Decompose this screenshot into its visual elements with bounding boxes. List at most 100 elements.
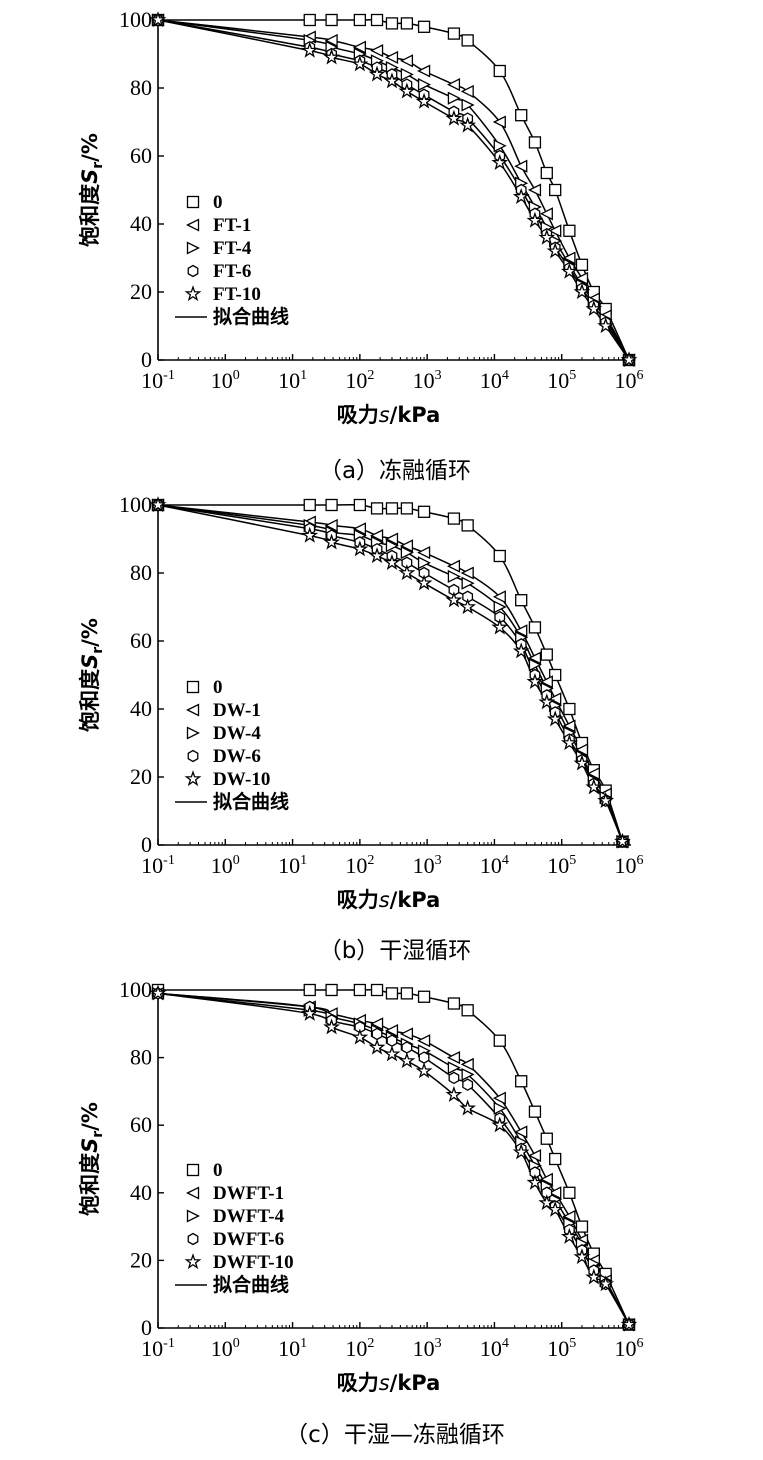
data-point bbox=[461, 519, 474, 532]
data-point bbox=[371, 1027, 383, 1041]
x-tick-label: 104 bbox=[480, 853, 509, 878]
data-point bbox=[399, 1027, 414, 1041]
y-tick-label: 0 bbox=[141, 347, 152, 372]
legend-label: 拟合曲线 bbox=[213, 1273, 289, 1296]
data-point bbox=[447, 569, 461, 583]
data-point bbox=[352, 522, 367, 536]
data-point bbox=[323, 48, 341, 65]
legend-marker bbox=[186, 1186, 200, 1200]
data-point bbox=[398, 1052, 416, 1069]
legend-marker bbox=[184, 285, 202, 302]
x-tick-label: 10-1 bbox=[141, 368, 175, 393]
data-point bbox=[400, 67, 414, 81]
data-point bbox=[415, 92, 433, 109]
data-point bbox=[370, 502, 384, 515]
data-point bbox=[575, 1220, 589, 1233]
legend-marker bbox=[187, 264, 199, 278]
data-point bbox=[417, 78, 432, 92]
data-point bbox=[597, 1275, 615, 1292]
legend-marker bbox=[186, 1209, 200, 1223]
y-tick-label: 60 bbox=[130, 1112, 152, 1137]
data-point bbox=[585, 778, 603, 795]
data-point bbox=[446, 559, 461, 573]
data-point bbox=[400, 17, 414, 30]
data-point bbox=[417, 20, 431, 33]
data-point bbox=[447, 997, 461, 1010]
legend-marker bbox=[184, 1253, 202, 1270]
legend-label: 0 bbox=[213, 677, 223, 698]
data-point bbox=[538, 1194, 556, 1211]
legend-label: DW-10 bbox=[213, 769, 270, 790]
data-point bbox=[563, 1186, 576, 1199]
data-point bbox=[491, 618, 509, 635]
y-tick-label: 60 bbox=[130, 628, 152, 653]
legend-label: DW-1 bbox=[213, 700, 261, 721]
data-point bbox=[447, 27, 461, 40]
data-point bbox=[385, 539, 399, 553]
data-point bbox=[445, 1085, 463, 1102]
legend-marker bbox=[186, 195, 200, 209]
data-point bbox=[493, 64, 506, 78]
data-point bbox=[385, 532, 399, 546]
data-point bbox=[538, 693, 556, 710]
data-point bbox=[385, 987, 399, 1000]
data-point bbox=[548, 1186, 562, 1200]
x-axis-label: 吸力s/kPa bbox=[337, 403, 441, 427]
y-axis-label: 饱和度Sr/% bbox=[78, 618, 106, 732]
data-point bbox=[597, 791, 615, 808]
x-tick-label: 101 bbox=[278, 1336, 307, 1361]
data-point bbox=[492, 1091, 506, 1105]
data-point bbox=[546, 242, 564, 259]
data-point bbox=[370, 529, 384, 543]
x-tick-label: 105 bbox=[547, 1336, 576, 1361]
data-point bbox=[528, 621, 542, 634]
data-point bbox=[515, 109, 528, 122]
data-point bbox=[353, 983, 367, 997]
legend-marker bbox=[186, 218, 200, 232]
data-point bbox=[460, 1057, 474, 1071]
data-point bbox=[370, 13, 384, 27]
legend-label: 拟合曲线 bbox=[213, 790, 289, 813]
data-point bbox=[620, 1315, 638, 1332]
data-point bbox=[445, 109, 463, 126]
data-point bbox=[527, 651, 542, 665]
legend-marker bbox=[186, 241, 200, 255]
legend-label: 0 bbox=[213, 1160, 223, 1181]
legend-label: 拟合曲线 bbox=[213, 305, 289, 328]
data-point bbox=[514, 159, 528, 173]
data-point bbox=[546, 710, 564, 727]
data-point bbox=[491, 153, 509, 170]
data-point bbox=[514, 1125, 528, 1139]
data-point bbox=[368, 65, 386, 82]
y-tick-label: 0 bbox=[141, 832, 152, 857]
data-point bbox=[461, 1004, 474, 1017]
data-point bbox=[527, 1149, 542, 1163]
x-tick-label: 106 bbox=[615, 1336, 644, 1361]
data-point bbox=[323, 533, 341, 550]
data-point bbox=[515, 1075, 528, 1088]
data-point bbox=[445, 591, 463, 608]
data-point bbox=[325, 13, 338, 27]
data-point bbox=[461, 1067, 475, 1082]
x-tick-label: 10-1 bbox=[141, 1336, 175, 1361]
data-point bbox=[383, 72, 401, 89]
data-point bbox=[546, 1200, 564, 1217]
legend-label: 0 bbox=[213, 192, 223, 213]
data-point bbox=[575, 271, 589, 285]
data-point bbox=[560, 262, 578, 279]
data-point bbox=[614, 832, 631, 849]
y-tick-label: 40 bbox=[130, 696, 152, 721]
legend-label: DWFT-6 bbox=[213, 1229, 284, 1250]
x-tick-label: 10-1 bbox=[141, 853, 175, 878]
data-point bbox=[400, 546, 414, 560]
data-point bbox=[398, 564, 416, 581]
data-point bbox=[526, 1173, 544, 1190]
x-tick-label: 100 bbox=[211, 368, 240, 393]
data-point bbox=[493, 1101, 507, 1115]
data-point bbox=[324, 518, 338, 532]
data-point bbox=[573, 1248, 591, 1265]
x-tick-label: 100 bbox=[211, 1336, 240, 1361]
data-point bbox=[370, 44, 384, 58]
y-tick-label: 100 bbox=[119, 977, 152, 1002]
